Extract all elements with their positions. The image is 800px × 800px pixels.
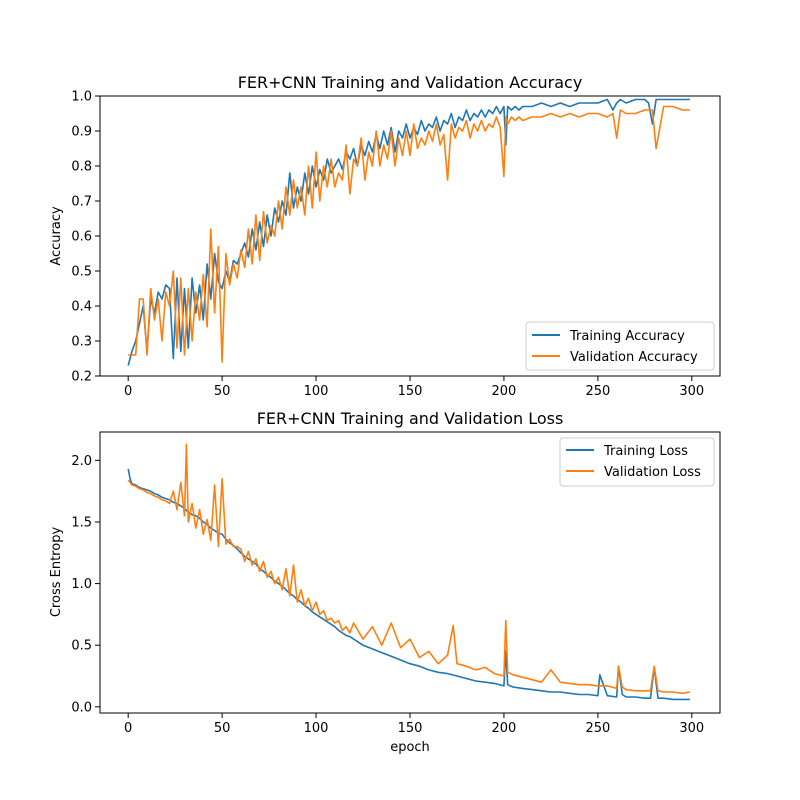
y-tick-label: 0.3 — [71, 335, 92, 350]
accuracy-legend-label-validation: Validation Accuracy — [570, 350, 698, 365]
y-tick-label: 0.7 — [71, 195, 92, 210]
accuracy-chart-ylabel: Accuracy — [49, 206, 64, 266]
x-tick-label: 250 — [585, 384, 610, 399]
series-line-validation-loss — [127, 443, 691, 695]
accuracy-chart-lines — [127, 98, 690, 366]
loss-chart-xlabel: epoch — [390, 740, 430, 755]
x-tick-label: 300 — [679, 384, 704, 399]
x-tick-label: 150 — [398, 384, 423, 399]
loss-chart-legend: Training Loss Validation Loss — [559, 437, 715, 487]
x-tick-label: 300 — [679, 721, 704, 736]
y-tick-label: 0.5 — [71, 265, 92, 280]
series-line-validation-accuracy — [128, 105, 690, 363]
y-tick-label: 1.0 — [71, 90, 92, 105]
accuracy-chart-frame — [99, 95, 721, 377]
loss-legend-label-training: Training Loss — [603, 444, 688, 459]
y-tick-label: 0.4 — [71, 300, 92, 315]
y-tick-label: 2.0 — [71, 454, 92, 469]
y-tick-label: 0.9 — [71, 125, 92, 140]
x-tick-label: 50 — [214, 384, 231, 399]
y-tick-label: 1.5 — [71, 515, 92, 530]
y-tick-label: 1.0 — [71, 577, 92, 592]
accuracy-legend-label-training: Training Accuracy — [569, 329, 685, 344]
accuracy-chart-title: FER+CNN Training and Validation Accuracy — [238, 73, 583, 92]
x-tick-label: 200 — [492, 721, 517, 736]
y-tick-label: 0.5 — [71, 639, 92, 654]
loss-chart-lines — [127, 443, 691, 701]
x-tick-label: 100 — [304, 384, 329, 399]
accuracy-chart-ticks: 0 50 100 150 200 250 300 0.2 0.3 0.4 0.5 0.6 0.7 0.8 0… — [71, 90, 704, 400]
loss-chart-ylabel: Cross Entropy — [49, 527, 64, 618]
accuracy-chart-legend: Training Accuracy Validation Accuracy — [525, 321, 715, 371]
accuracy-legend-box — [525, 321, 715, 371]
y-tick-label: 0.8 — [71, 160, 92, 175]
x-tick-label: 200 — [492, 384, 517, 399]
loss-legend-box — [559, 437, 715, 487]
accuracy-chart: FER+CNN Training and Validation Accuracy… — [49, 73, 721, 400]
x-tick-label: 100 — [304, 721, 329, 736]
loss-chart-ticks: 0 50 100 150 200 250 300 0.0 0.5 1.0 1.5 2.0 — [71, 454, 704, 736]
loss-chart-title: FER+CNN Training and Validation Loss — [257, 409, 564, 428]
y-tick-label: 0.0 — [71, 700, 92, 715]
x-tick-label: 150 — [398, 721, 423, 736]
loss-chart-frame — [99, 431, 721, 714]
x-tick-label: 50 — [214, 721, 231, 736]
x-tick-label: 0 — [124, 721, 132, 736]
y-tick-label: 0.2 — [71, 370, 92, 385]
x-tick-label: 0 — [124, 384, 132, 399]
loss-legend-label-validation: Validation Loss — [604, 465, 701, 480]
y-tick-label: 0.6 — [71, 230, 92, 245]
loss-chart: FER+CNN Training and Validation Loss 0 50… — [49, 409, 721, 755]
x-tick-label: 250 — [585, 721, 610, 736]
